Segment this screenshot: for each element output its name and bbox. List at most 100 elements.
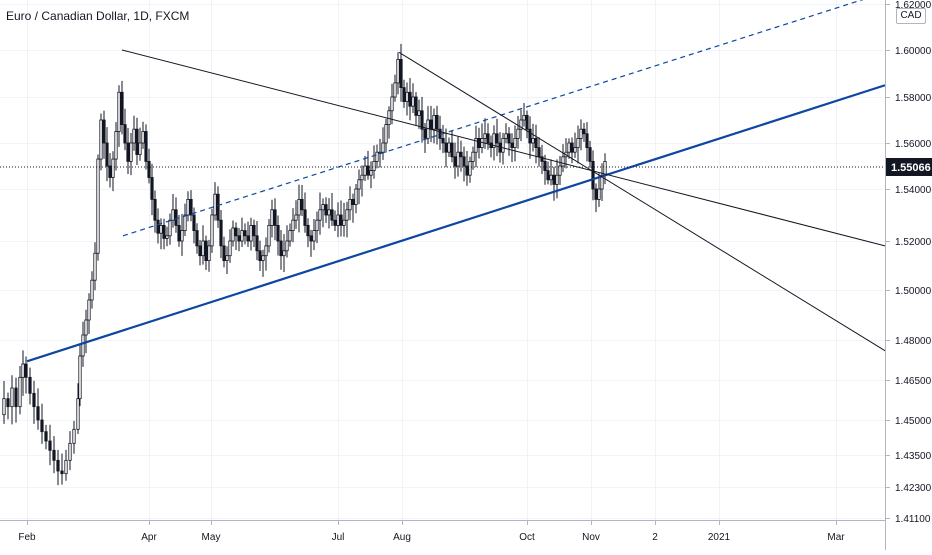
candle-up <box>372 160 376 171</box>
candle-up <box>159 224 163 234</box>
candle-up <box>96 158 100 254</box>
candle-up <box>282 250 286 257</box>
candle-down <box>105 142 109 167</box>
candle-down <box>570 142 574 153</box>
blue-dashed-trendline[interactable] <box>122 0 885 237</box>
candle-down <box>429 119 433 130</box>
symbol-title[interactable]: Euro / Canadian Dollar, 1D, FXCM <box>6 9 190 23</box>
candle-up <box>21 363 25 378</box>
candle-down <box>32 392 36 408</box>
candle-up <box>93 252 97 281</box>
price-tick-label: 1.48000 <box>895 336 932 347</box>
candle-up <box>270 209 274 226</box>
candle-up <box>468 160 472 176</box>
candle-up <box>342 219 346 226</box>
candle-down <box>44 431 48 442</box>
price-tick-label: 1.41100 <box>895 514 931 525</box>
time-tick-label: Feb <box>18 532 36 543</box>
candle-up <box>90 279 94 301</box>
candle-up <box>471 151 475 162</box>
candle-up <box>225 255 229 261</box>
candle-down <box>162 224 166 239</box>
candle-up <box>10 387 14 408</box>
candle-down <box>540 156 544 162</box>
candle-up <box>321 204 325 211</box>
candle-up <box>294 214 298 221</box>
price-tick-label: 1.46500 <box>895 376 932 387</box>
candle-down <box>450 142 454 158</box>
candle-up <box>117 91 121 132</box>
blue-trendline[interactable] <box>26 84 886 363</box>
candle-up <box>390 96 394 112</box>
price-tick-label: 1.45000 <box>895 416 932 427</box>
candle-down <box>306 224 310 237</box>
candle-up <box>228 240 232 257</box>
candle-down <box>48 440 52 451</box>
candle-up <box>318 209 322 221</box>
candle-down <box>495 133 499 144</box>
candle-down <box>309 235 313 242</box>
candle-down <box>243 230 247 237</box>
time-tick-label: Nov <box>582 532 600 543</box>
candle-up <box>417 110 421 116</box>
candle-up <box>369 170 373 176</box>
candle-down <box>585 133 589 149</box>
candle-up <box>381 142 385 153</box>
candle-down <box>189 198 193 216</box>
channel-line[interactable] <box>398 51 886 352</box>
price-tick-label: 1.50000 <box>895 286 932 297</box>
candle-down <box>120 91 124 126</box>
candle-down <box>402 87 406 102</box>
candle-down <box>273 209 277 226</box>
candle-up <box>213 193 217 216</box>
candle-up <box>513 137 517 148</box>
candle-down <box>276 224 280 242</box>
candle-down <box>534 137 538 148</box>
candle-up <box>522 115 526 121</box>
candle-down <box>6 398 10 408</box>
candle-down <box>204 240 208 262</box>
candle-up <box>183 214 187 231</box>
candle-down <box>150 177 154 200</box>
candle-up <box>315 219 319 231</box>
candle-down <box>546 170 550 181</box>
candle-up <box>327 209 331 216</box>
candle-up <box>411 96 415 107</box>
candle-up <box>111 158 115 178</box>
candle-down <box>195 230 199 247</box>
candle-down <box>258 250 262 262</box>
candle-up <box>393 82 397 98</box>
candle-down <box>420 110 424 130</box>
price-tick-label: 1.54000 <box>895 185 932 196</box>
candle-up <box>504 133 508 139</box>
candle-down <box>477 137 481 148</box>
candle-down <box>507 133 511 144</box>
candle-down <box>252 224 256 237</box>
candle-up <box>291 219 295 231</box>
time-tick-label: Oct <box>519 532 535 543</box>
candle-up <box>249 224 253 242</box>
candle-up <box>579 128 583 139</box>
candle-up <box>210 214 214 247</box>
candle-up <box>267 224 271 247</box>
currency-badge[interactable]: CAD <box>896 8 926 24</box>
price-axis[interactable]: 1.62000 1.60000 1.58000 1.56000 1.54000 1.520… <box>885 0 932 525</box>
drawings <box>26 0 886 363</box>
candle-up <box>231 227 235 242</box>
candle-down <box>279 240 283 257</box>
candle-up <box>573 147 577 153</box>
channel-line[interactable] <box>121 49 886 247</box>
current-price-value: 1.55066 <box>891 162 931 174</box>
price-tick-label: 1.42300 <box>895 483 932 494</box>
price-tick-label: 1.56000 <box>895 139 932 150</box>
candle-down <box>102 119 106 144</box>
candle-down <box>24 363 28 378</box>
candle-down <box>591 160 595 190</box>
candle-up <box>201 240 205 257</box>
price-tick-label: 1.58000 <box>895 93 932 104</box>
candle-up <box>76 398 80 430</box>
candle-up <box>99 119 103 160</box>
time-axis[interactable]: Feb Apr May Jul Aug Oct Nov 2 2021 Mar <box>18 520 845 543</box>
